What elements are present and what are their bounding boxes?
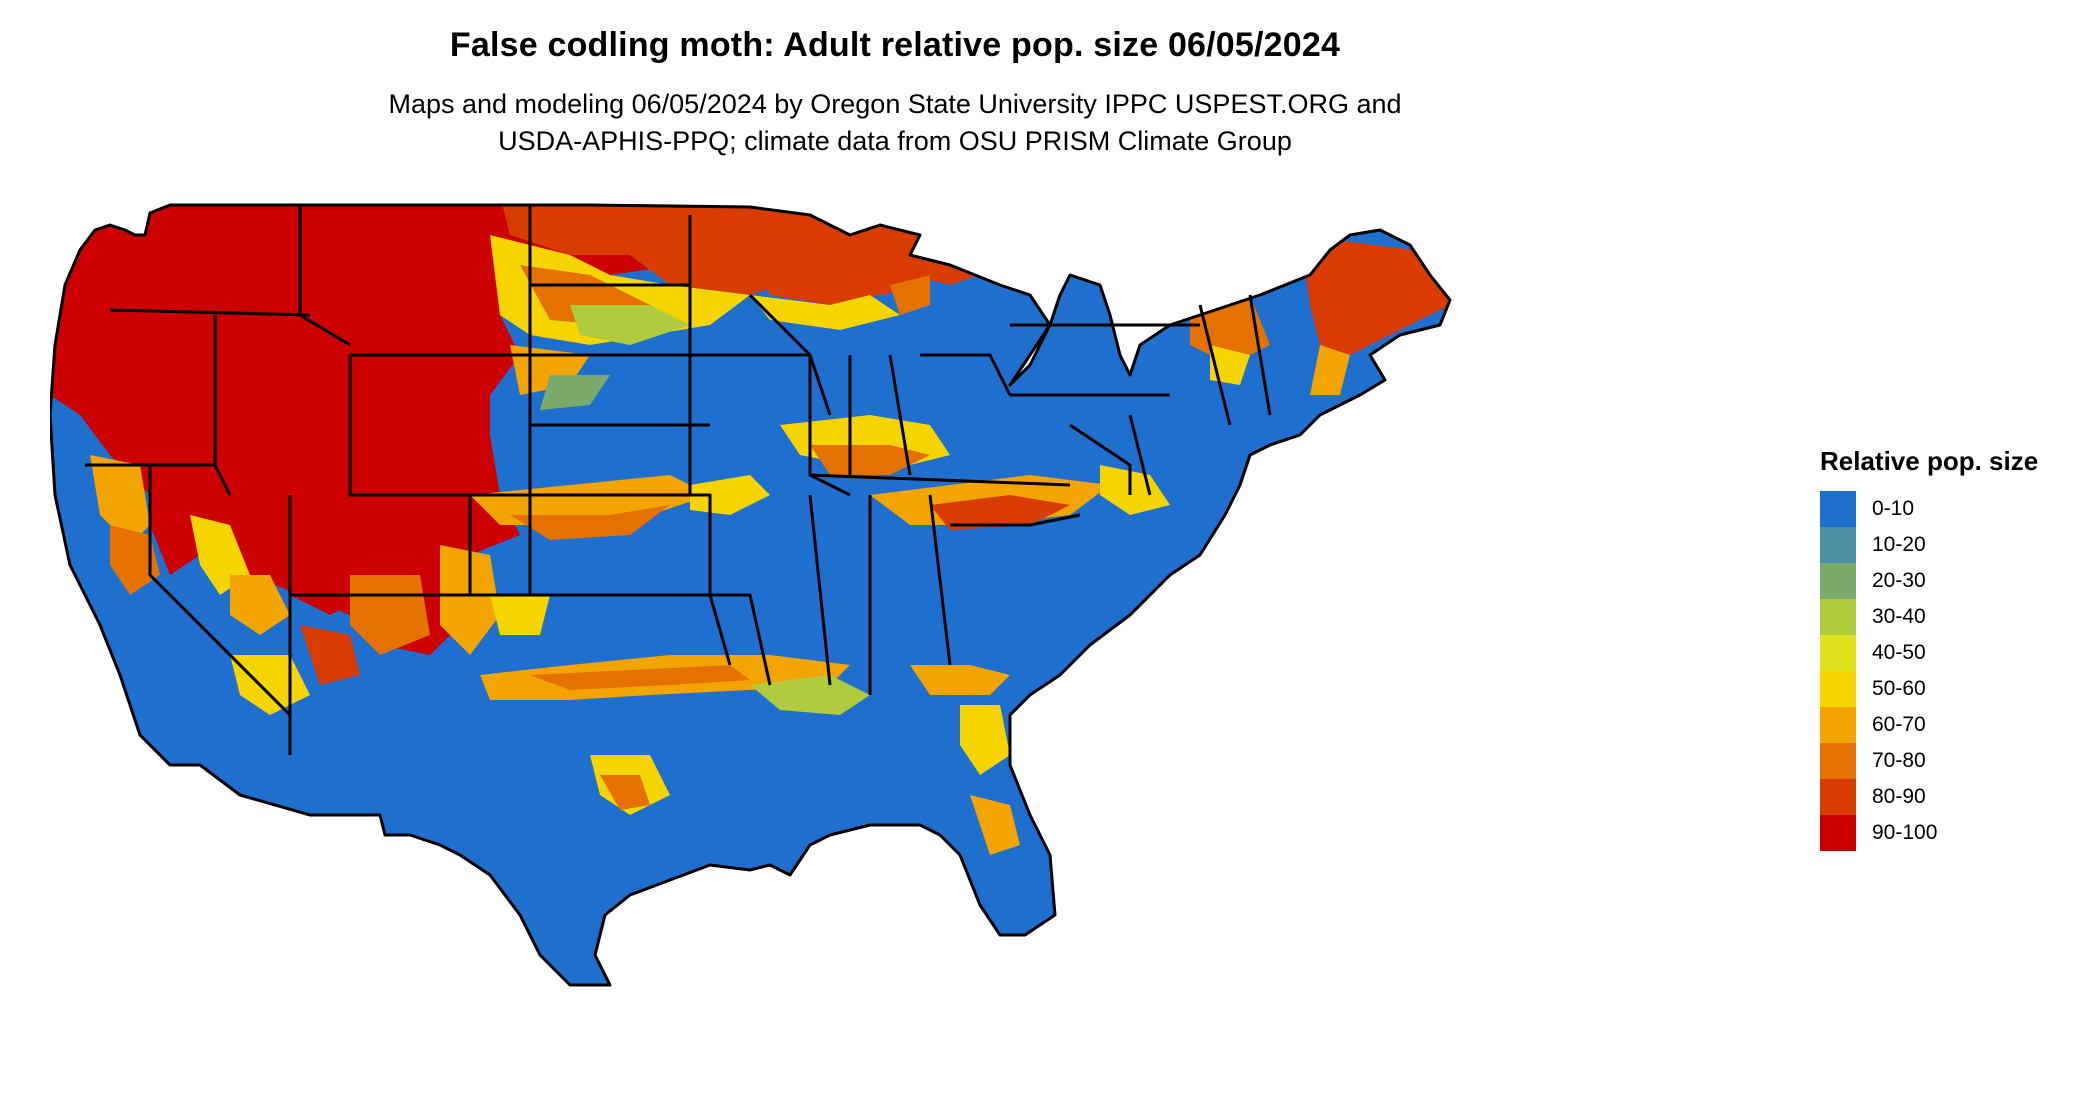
subtitle-line-1: Maps and modeling 06/05/2024 by Oregon S… bbox=[388, 89, 1402, 119]
legend-swatch bbox=[1820, 491, 1856, 527]
map-title: False codling moth: Adult relative pop. … bbox=[449, 26, 1341, 64]
legend-item: 10-20 bbox=[1820, 527, 2090, 563]
legend-item: 60-70 bbox=[1820, 707, 2090, 743]
legend-item: 50-60 bbox=[1820, 671, 2090, 707]
legend-swatch bbox=[1820, 599, 1856, 635]
legend-item: 40-50 bbox=[1820, 635, 2090, 671]
legend-swatch bbox=[1820, 707, 1856, 743]
legend-label: 80-90 bbox=[1872, 785, 1926, 808]
map-subtitle: Maps and modeling 06/05/2024 by Oregon S… bbox=[0, 86, 1790, 160]
us-population-map bbox=[50, 203, 1452, 987]
legend-label: 10-20 bbox=[1872, 533, 1926, 556]
legend-label: 30-40 bbox=[1872, 605, 1926, 628]
legend-swatch bbox=[1820, 563, 1856, 599]
legend-swatch bbox=[1820, 635, 1856, 671]
legend-swatch bbox=[1820, 779, 1856, 815]
legend-item: 80-90 bbox=[1820, 779, 2090, 815]
legend-label: 50-60 bbox=[1872, 677, 1926, 700]
legend-item: 0-10 bbox=[1820, 491, 2090, 527]
subtitle-line-2: USDA-APHIS-PPQ; climate data from OSU PR… bbox=[498, 126, 1292, 156]
legend-item: 70-80 bbox=[1820, 743, 2090, 779]
legend-label: 90-100 bbox=[1872, 821, 1938, 844]
legend-swatch bbox=[1820, 815, 1856, 851]
legend-swatch bbox=[1820, 527, 1856, 563]
legend-swatch bbox=[1820, 671, 1856, 707]
map-legend: Relative pop. size 0-10 10-20 20-30 30-40 40… bbox=[1820, 446, 2090, 851]
legend-title: Relative pop. size bbox=[1820, 446, 2039, 476]
legend-item: 30-40 bbox=[1820, 599, 2090, 635]
legend-label: 0-10 bbox=[1872, 497, 1915, 520]
legend-label: 60-70 bbox=[1872, 713, 1926, 736]
legend-item: 20-30 bbox=[1820, 563, 2090, 599]
legend-label: 70-80 bbox=[1872, 749, 1926, 772]
legend-item: 90-100 bbox=[1820, 815, 2090, 851]
legend-label: 40-50 bbox=[1872, 641, 1926, 664]
legend-swatch bbox=[1820, 743, 1856, 779]
legend-items: 0-10 10-20 20-30 30-40 40-50 50-60 60-70 70-80 8… bbox=[1820, 491, 2090, 851]
legend-label: 20-30 bbox=[1872, 569, 1926, 592]
